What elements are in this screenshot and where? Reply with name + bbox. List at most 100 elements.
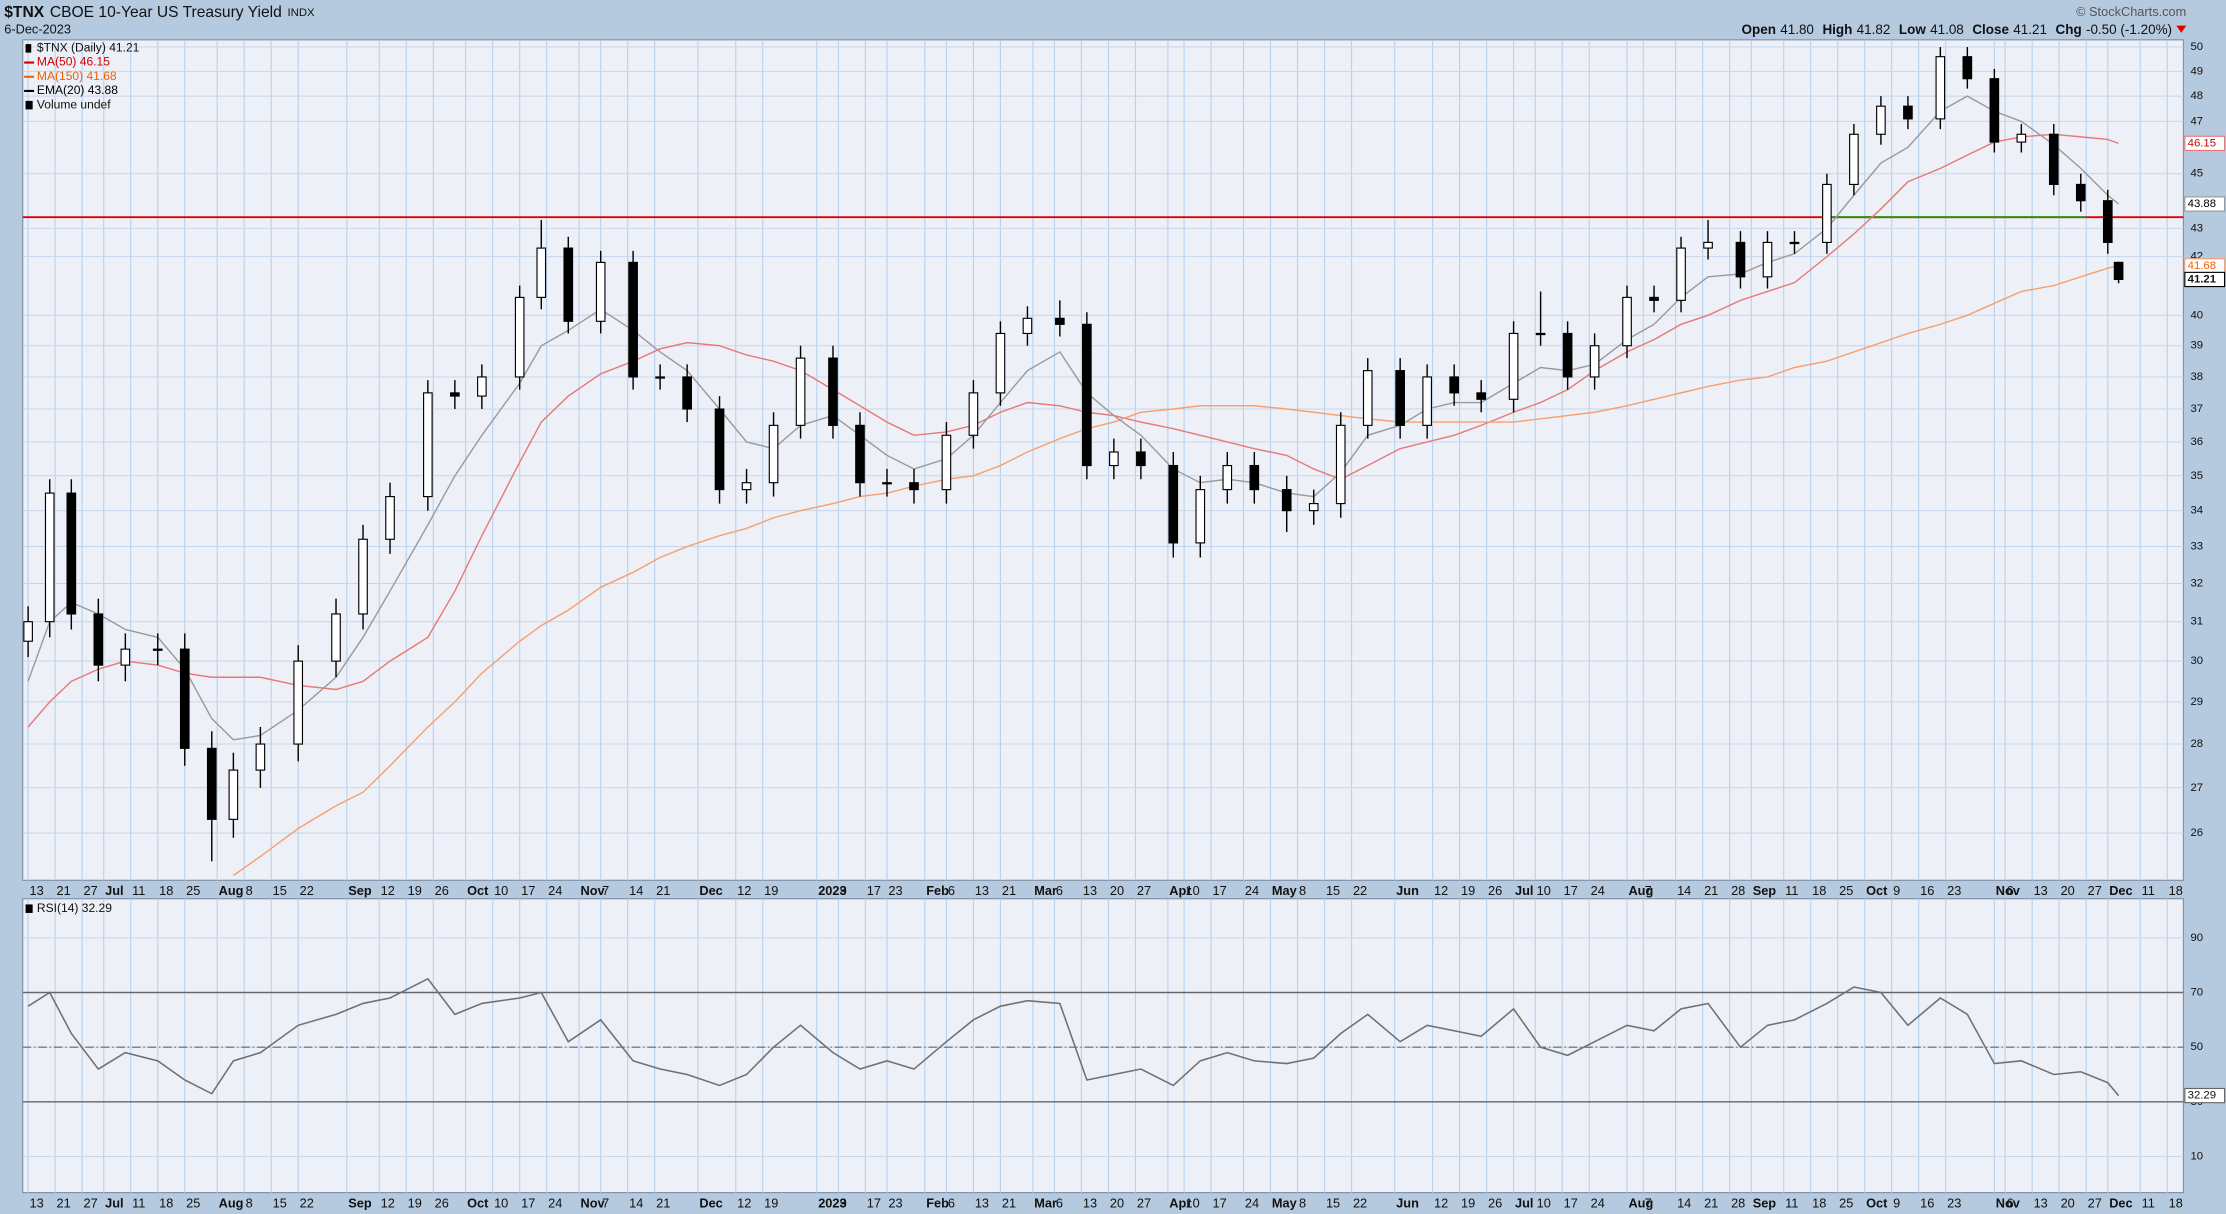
candle-body bbox=[1449, 376, 1460, 394]
candle-body bbox=[1589, 345, 1600, 378]
candle-body bbox=[563, 247, 574, 322]
security-name: CBOE 10-Year US Treasury Yield bbox=[50, 4, 282, 21]
candle-body bbox=[206, 747, 217, 820]
candle-body bbox=[2102, 200, 2113, 243]
quote-value: -0.50 (-1.20%) bbox=[2086, 21, 2172, 36]
x-tick-label: Sep bbox=[348, 1195, 372, 1210]
x-tick-label: 14 bbox=[1677, 883, 1691, 898]
x-tick-label: 11 bbox=[1785, 883, 1798, 898]
candle-body bbox=[1876, 105, 1886, 135]
candle-body bbox=[23, 621, 33, 642]
candle-body bbox=[1022, 317, 1033, 335]
x-tick-label: Oct bbox=[467, 1195, 489, 1210]
candle-body bbox=[1903, 105, 1913, 120]
candle-body bbox=[2075, 183, 2086, 202]
x-tick-label: 22 bbox=[1353, 1195, 1367, 1210]
legend-entry: EMA(20) 43.88 bbox=[37, 83, 118, 97]
x-tick-label: 10 bbox=[1186, 883, 1200, 898]
x-tick-label: 21 bbox=[1704, 1195, 1718, 1210]
y-tick-label: 37 bbox=[2191, 403, 2204, 415]
value-box-label: 41.21 bbox=[2188, 273, 2216, 285]
x-tick-label: 25 bbox=[1839, 1195, 1853, 1210]
x-tick-label: 11 bbox=[2142, 883, 2155, 898]
x-tick-label: Oct bbox=[1866, 1195, 1888, 1210]
x-tick-label: Aug bbox=[219, 883, 244, 898]
x-tick-label: 13 bbox=[30, 883, 44, 898]
y-tick-label: 50 bbox=[2191, 1041, 2204, 1053]
x-tick-label: 6 bbox=[948, 883, 955, 898]
x-tick-label: 27 bbox=[84, 883, 98, 898]
legend-entry: RSI(14) 32.29 bbox=[37, 901, 112, 915]
candle-body bbox=[255, 743, 266, 771]
candle-body bbox=[1789, 241, 1800, 245]
x-tick-label: 26 bbox=[1488, 883, 1502, 898]
x-tick-label: 12 bbox=[381, 883, 395, 898]
candle-body bbox=[331, 613, 341, 662]
value-box-label: 43.88 bbox=[2188, 198, 2216, 210]
x-tick-label: 10 bbox=[1537, 1195, 1551, 1210]
candle-body bbox=[1055, 317, 1065, 325]
x-tick-label: 22 bbox=[1353, 883, 1367, 898]
x-tick-label: 24 bbox=[1245, 1195, 1259, 1210]
y-tick-label: 36 bbox=[2191, 436, 2204, 448]
price-panel bbox=[22, 39, 2184, 881]
candle-body bbox=[1422, 376, 1432, 426]
x-tick-label: 18 bbox=[159, 1195, 173, 1210]
quote-label: Chg bbox=[2056, 21, 2082, 36]
x-tick-label: 12 bbox=[1434, 883, 1448, 898]
x-tick-label: 21 bbox=[656, 883, 670, 898]
y-tick-label: 43 bbox=[2191, 222, 2204, 234]
x-tick-label: Nov bbox=[1996, 1195, 2021, 1210]
x-tick-label: Nov bbox=[1996, 883, 2021, 898]
x-tick-label: 12 bbox=[381, 1195, 395, 1210]
x-tick-label: 23 bbox=[888, 1195, 902, 1210]
candle-body bbox=[968, 392, 979, 436]
x-tick-label: 26 bbox=[1488, 1195, 1502, 1210]
x-tick-label: Dec bbox=[2109, 883, 2132, 898]
x-tick-label: 13 bbox=[975, 1195, 989, 1210]
x-tick-label: 21 bbox=[1002, 883, 1016, 898]
candle-body bbox=[228, 769, 239, 820]
x-tick-label: 13 bbox=[30, 1195, 44, 1210]
x-tick-label: 22 bbox=[300, 1195, 314, 1210]
x-tick-label: 12 bbox=[1434, 1195, 1448, 1210]
y-tick-label: 28 bbox=[2191, 738, 2204, 750]
x-tick-label: 12 bbox=[737, 1195, 751, 1210]
x-tick-label: 27 bbox=[1137, 1195, 1151, 1210]
candle-body bbox=[941, 434, 952, 491]
y-tick-label: 45 bbox=[2191, 168, 2204, 180]
x-tick-label: May bbox=[1272, 883, 1298, 898]
symbol: $TNX bbox=[4, 4, 44, 21]
x-tick-label: 9 bbox=[1893, 1195, 1900, 1210]
candle-body bbox=[995, 332, 1006, 394]
candle-body bbox=[1249, 464, 1260, 491]
x-tick-label: 15 bbox=[273, 883, 287, 898]
candle-body bbox=[628, 261, 638, 378]
x-tick-label: 25 bbox=[1839, 883, 1853, 898]
x-tick-label: 14 bbox=[1677, 1195, 1691, 1210]
rsi-panel bbox=[22, 898, 2184, 1194]
x-tick-label: 10 bbox=[494, 883, 508, 898]
x-tick-label: Jul bbox=[1515, 883, 1533, 898]
candle-body bbox=[358, 538, 368, 615]
quote-value: 41.21 bbox=[2013, 21, 2047, 36]
x-tick-label: 18 bbox=[1812, 883, 1826, 898]
x-tick-label: 12 bbox=[737, 883, 751, 898]
y-tick-label: 39 bbox=[2191, 340, 2204, 352]
x-tick-label: 13 bbox=[1083, 1195, 1097, 1210]
y-tick-label: 70 bbox=[2191, 987, 2204, 999]
candle-body bbox=[1109, 451, 1119, 467]
candle-body bbox=[477, 376, 487, 397]
x-tick-label: 7 bbox=[1645, 1195, 1652, 1210]
y-tick-label: 33 bbox=[2191, 541, 2204, 553]
value-box-label: 32.29 bbox=[2188, 1090, 2216, 1102]
legend-swatch bbox=[25, 100, 33, 110]
x-tick-label: 2023 bbox=[818, 883, 846, 898]
legend-swatch bbox=[25, 904, 33, 913]
x-tick-label: 17 bbox=[1564, 1195, 1578, 1210]
title: $TNX CBOE 10-Year US Treasury Yield INDX bbox=[4, 4, 315, 21]
x-tick-label: 25 bbox=[186, 883, 200, 898]
candle-body bbox=[795, 357, 806, 426]
plot-layer: 13 21 27 Jul 11 18 25 Aug 8 15 22 Sep 12 19 26 Oct 10 17 2… bbox=[22, 39, 2226, 1210]
